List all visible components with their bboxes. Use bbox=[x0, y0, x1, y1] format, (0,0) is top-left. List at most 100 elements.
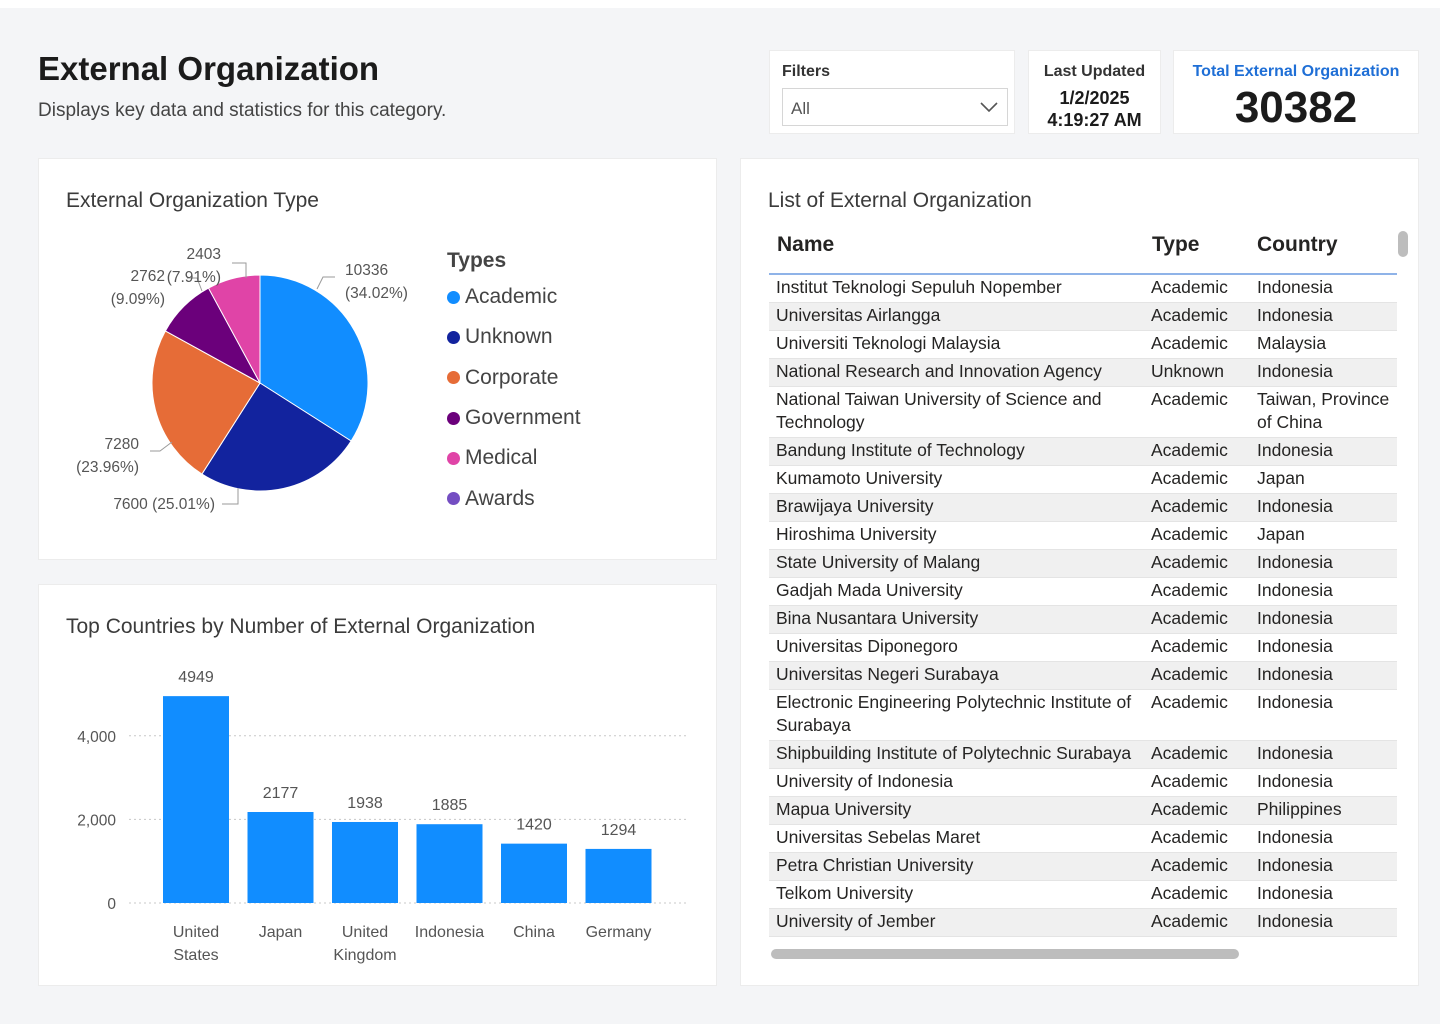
table-row[interactable]: Hiroshima University Academic Japan bbox=[769, 522, 1397, 550]
leader-line-unknown bbox=[222, 488, 239, 505]
x-tick-label: Germany bbox=[586, 924, 652, 941]
legend-label-unknown: Unknown bbox=[465, 325, 553, 349]
bar-china[interactable] bbox=[501, 843, 567, 903]
bar-value-label: 1294 bbox=[601, 822, 637, 839]
legend-label-academic: Academic bbox=[465, 285, 558, 309]
table-row[interactable]: National Taiwan University of Science an… bbox=[769, 387, 1397, 438]
table-row[interactable]: Universitas Negeri Surabaya Academic Indon… bbox=[769, 662, 1397, 690]
pie-label-academic-pct: (34.02%) bbox=[345, 285, 408, 302]
cell-type: Academic bbox=[1151, 855, 1228, 875]
pie-label-government: 2762 bbox=[131, 268, 165, 285]
bar-united-states[interactable] bbox=[163, 696, 229, 903]
horizontal-scrollbar[interactable] bbox=[771, 949, 1239, 959]
bar-united-kingdom[interactable] bbox=[332, 821, 398, 903]
org-type-pie-card: External Organization Type 10336 (34.02%… bbox=[38, 158, 717, 560]
table-row[interactable]: State University of Malang Academic Indone… bbox=[769, 550, 1397, 578]
cell-country: Indonesia bbox=[1257, 911, 1333, 931]
cell-country: Indonesia bbox=[1257, 305, 1333, 325]
total-label: Total External Organization bbox=[1192, 63, 1400, 80]
cell-country: Indonesia bbox=[1257, 855, 1333, 875]
table-row[interactable]: Kumamoto University Academic Japan bbox=[769, 466, 1397, 494]
cell-country: Indonesia bbox=[1257, 827, 1333, 847]
table-row[interactable]: Institut Teknologi Sepuluh Nopember Acade… bbox=[769, 275, 1397, 303]
cell-country: Indonesia bbox=[1257, 608, 1333, 628]
cell-country: Indonesia bbox=[1257, 883, 1333, 903]
chevron-down-icon bbox=[980, 102, 998, 113]
cell-country: Indonesia bbox=[1257, 361, 1333, 381]
pie-label-medical-pct: (7.91%) bbox=[167, 269, 221, 286]
table-row[interactable]: Gadjah Mada University Academic Indonesia bbox=[769, 578, 1397, 606]
legend-title: Types bbox=[447, 249, 507, 272]
cell-country: Indonesia bbox=[1257, 636, 1333, 656]
cell-country: Philippines bbox=[1257, 799, 1342, 819]
bar-indonesia[interactable] bbox=[416, 824, 483, 903]
legend-dot-awards bbox=[447, 492, 460, 506]
y-tick-label: 2,000 bbox=[77, 812, 116, 829]
cell-name: University of Indonesia bbox=[776, 771, 954, 791]
pie-slice-corporate[interactable] bbox=[151, 330, 261, 475]
filters-dropdown[interactable]: All bbox=[782, 88, 1008, 126]
vertical-scrollbar[interactable] bbox=[1398, 231, 1408, 257]
table-body: Institut Teknologi Sepuluh Nopember Acade… bbox=[769, 275, 1397, 947]
top-countries-bar-chart: 0 2,000 4,000 4949 2177 1938 1885 1420 1294 Uni… bbox=[77, 669, 687, 964]
table-row[interactable]: Universitas Diponegoro Academic Indonesia bbox=[769, 634, 1397, 662]
cell-type: Academic bbox=[1151, 636, 1228, 656]
cell-type: Academic bbox=[1151, 827, 1228, 847]
cell-country: Taiwan, Province of China bbox=[1257, 389, 1390, 432]
table-row[interactable]: Universiti Teknologi Malaysia Academic Mal… bbox=[769, 331, 1397, 359]
legend-item-academic[interactable]: Academic bbox=[447, 277, 581, 317]
table-row[interactable]: National Research and Innovation Agency U… bbox=[769, 359, 1397, 387]
table-row[interactable]: Telkom University Academic Indonesia bbox=[769, 881, 1397, 909]
cell-type: Academic bbox=[1151, 468, 1228, 488]
bar-chart-title: Top Countries by Number of External Orga… bbox=[66, 615, 536, 638]
org-type-pie-chart: 10336 (34.02%) 7600 (25.01%) 7280 (23.96… bbox=[76, 246, 408, 513]
cell-name: University of Jember bbox=[776, 911, 936, 931]
legend-item-unknown[interactable]: Unknown bbox=[447, 317, 581, 357]
cell-name: Electronic Engineering Polytechnic Insti… bbox=[776, 692, 1132, 735]
table-row[interactable]: Bandung Institute of Technology Academic I… bbox=[769, 438, 1397, 466]
bar-japan[interactable] bbox=[247, 812, 314, 903]
table-row[interactable]: Mapua University Academic Philippines bbox=[769, 797, 1397, 825]
legend-item-medical[interactable]: Medical bbox=[447, 438, 581, 478]
column-header-type[interactable]: Type bbox=[1152, 233, 1200, 256]
legend-item-awards[interactable]: Awards bbox=[447, 478, 581, 518]
table-row[interactable]: University of Jember Academic Indonesia bbox=[769, 909, 1397, 937]
pie-slice-unknown[interactable] bbox=[201, 382, 352, 492]
legend-dot-corporate bbox=[447, 371, 460, 385]
table-row[interactable]: Shipbuilding Institute of Polytechnic Su… bbox=[769, 741, 1397, 769]
cell-name: Telkom University bbox=[776, 883, 914, 903]
table-row[interactable]: Brawijaya University Academic Indonesia bbox=[769, 494, 1397, 522]
legend-item-government[interactable]: Government bbox=[447, 398, 581, 438]
cell-name: Kumamoto University bbox=[776, 468, 943, 488]
cell-country: Indonesia bbox=[1257, 440, 1333, 460]
top-strip bbox=[0, 0, 1440, 8]
x-tick-label: United bbox=[173, 924, 219, 941]
cell-country: Indonesia bbox=[1257, 771, 1333, 791]
cell-country: Japan bbox=[1257, 524, 1305, 544]
cell-country: Indonesia bbox=[1257, 692, 1333, 712]
y-tick-label: 4,000 bbox=[77, 729, 116, 746]
cell-country: Indonesia bbox=[1257, 552, 1333, 572]
bar-germany[interactable] bbox=[585, 848, 652, 903]
filters-card: Filters All bbox=[769, 50, 1015, 134]
pie-slice-medical[interactable] bbox=[207, 274, 261, 384]
cell-type: Academic bbox=[1151, 883, 1228, 903]
leader-line-corporate bbox=[150, 441, 173, 452]
table-row[interactable]: Petra Christian University Academic Indone… bbox=[769, 853, 1397, 881]
cell-type: Academic bbox=[1151, 580, 1228, 600]
pie-slice-academic[interactable] bbox=[259, 274, 369, 442]
column-header-name[interactable]: Name bbox=[777, 233, 835, 256]
cell-country: Malaysia bbox=[1257, 333, 1327, 353]
table-row[interactable]: Electronic Engineering Polytechnic Insti… bbox=[769, 690, 1397, 741]
column-header-country[interactable]: Country bbox=[1257, 233, 1338, 256]
legend-dot-government bbox=[447, 411, 460, 425]
cell-type: Academic bbox=[1151, 799, 1228, 819]
table-row[interactable]: Universitas Airlangga Academic Indonesia bbox=[769, 303, 1397, 331]
table-row[interactable]: University of Indonesia Academic Indonesia bbox=[769, 769, 1397, 797]
cell-name: Institut Teknologi Sepuluh Nopember bbox=[776, 277, 1062, 297]
cell-type: Academic bbox=[1151, 911, 1228, 931]
table-row[interactable]: Universitas Sebelas Maret Academic Indones… bbox=[769, 825, 1397, 853]
bar-value-label: 4949 bbox=[178, 669, 214, 686]
table-row[interactable]: Bina Nusantara University Academic Indones… bbox=[769, 606, 1397, 634]
legend-item-corporate[interactable]: Corporate bbox=[447, 358, 581, 398]
